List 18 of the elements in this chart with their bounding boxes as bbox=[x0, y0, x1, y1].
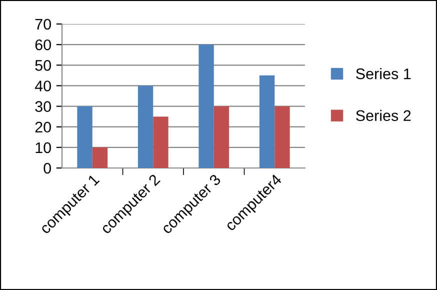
y-tick-label: 70 bbox=[35, 18, 51, 30]
y-tick-label: 40 bbox=[34, 80, 51, 92]
y-tick-label: 20 bbox=[35, 122, 51, 133]
bar bbox=[138, 86, 154, 168]
y-tick-label: 10 bbox=[36, 142, 51, 154]
bar bbox=[77, 106, 92, 168]
legend-label: Series 2 bbox=[356, 110, 411, 122]
bar bbox=[153, 116, 168, 168]
bar bbox=[92, 147, 108, 168]
legend-label: Series 1 bbox=[356, 68, 411, 80]
y-tick-label: 50 bbox=[35, 60, 51, 71]
bar bbox=[274, 106, 290, 168]
y-tick-label: 30 bbox=[35, 101, 51, 112]
y-tick-label: 0 bbox=[44, 162, 51, 174]
bar bbox=[198, 44, 214, 168]
y-tick-label: 60 bbox=[35, 39, 51, 50]
bar bbox=[214, 106, 230, 168]
bar bbox=[259, 75, 275, 168]
